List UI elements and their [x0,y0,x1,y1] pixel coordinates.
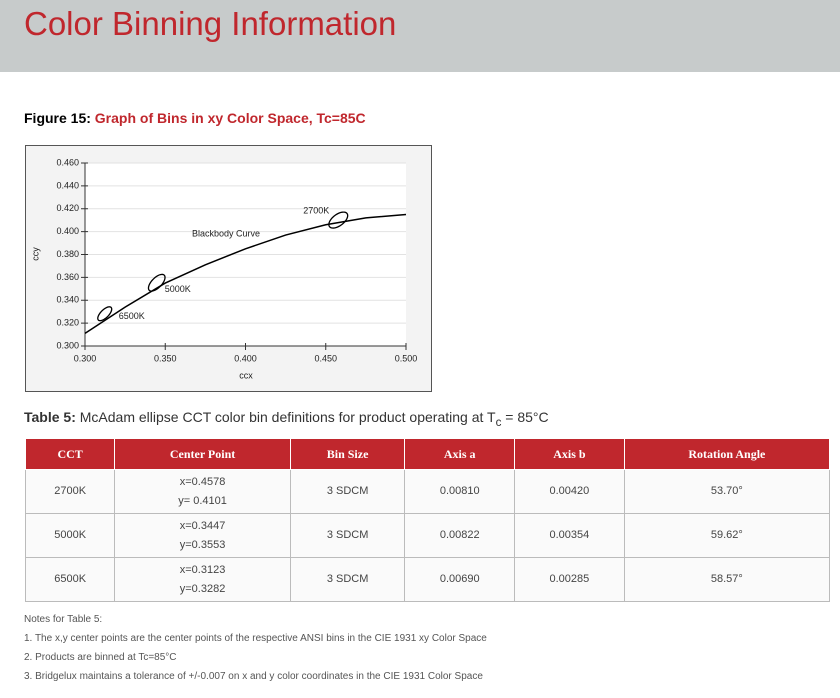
column-header: Rotation Angle [623,438,831,470]
y-tick-label: 0.320 [56,318,79,328]
table-cell: 0.00354 [514,513,625,558]
bin-ellipse [147,273,166,292]
column-header: CCT [24,438,116,470]
column-header: Bin Size [289,438,406,470]
cell-line: x=0.3447 [179,519,226,532]
y-tick-label: 0.360 [56,272,79,282]
cell-line: y=0.3282 [179,582,226,595]
column-header: Center Point [114,438,291,470]
table-cell: 0.00285 [514,557,625,602]
x-tick-label: 0.450 [314,353,337,363]
table-cell: 3 SDCM [289,557,406,602]
curve-label: Blackbody Curve [192,228,260,238]
table-cell: 2700K [24,469,116,514]
x-tick-label: 0.300 [74,353,97,363]
bin-label: 5000K [165,284,191,294]
chart: ccx ccy 0.300 0.320 0.340 0.360 0.380 0.400 0.… [25,145,432,392]
y-axis-label: ccy [30,247,40,261]
x-tick-label: 0.400 [234,353,257,363]
table-cell: 58.57° [623,557,831,602]
y-tick-label: 0.380 [56,249,79,259]
notes-title: Notes for Table 5: [24,614,103,625]
table-title-suffix: = 85°C [501,409,549,425]
bin-ellipse [97,306,113,322]
note-item: 3. Bridgelux maintains a tolerance of +/… [24,671,483,682]
y-tick-label: 0.440 [56,180,79,190]
table-cell: x=0.3123 y=0.3282 [114,557,291,602]
table-title-subscript: c [495,415,502,429]
y-tick-label: 0.400 [56,226,79,236]
table-cell: 6500K [24,557,116,602]
table-label: Table 5: [24,409,76,425]
y-tick-label: 0.420 [56,203,79,213]
table-title-text: McAdam ellipse CCT color bin definitions… [79,409,496,425]
table-title: Table 5: McAdam ellipse CCT color bin de… [24,409,549,429]
table-cell: 59.62° [623,513,831,558]
bin-label: 6500K [119,311,145,321]
notes: Notes for Table 5: 1. The x,y center poin… [24,610,487,686]
bin-ellipse [328,211,349,229]
column-header: Axis b [514,438,625,470]
page-title: Color Binning Information [24,5,397,42]
table-cell: 3 SDCM [289,513,406,558]
table-cell: 0.00690 [404,557,516,602]
note-item: 1. The x,y center points are the center … [24,633,487,644]
table-cell: 3 SDCM [289,469,406,514]
table-cell: x=0.4578 y= 0.4101 [114,469,291,514]
blackbody-curve [84,213,407,335]
table-cell: 0.00420 [514,469,625,514]
y-tick-label: 0.300 [56,340,79,350]
x-axis-label: ccx [239,370,253,380]
cell-line: x=0.4578 [179,475,226,488]
header: Color Binning Information [0,0,840,72]
bin-table: CCT Center Point Bin Size Axis a Axis b Rotat… [24,438,831,602]
figure-label: Figure 15: [24,110,91,126]
figure-caption: Figure 15: Graph of Bins in xy Color Spa… [24,110,366,126]
y-tick-label: 0.460 [56,157,79,167]
table-row: 6500K x=0.3123 y=0.3282 3 SDCM 0.00690 0.0028… [24,557,831,602]
y-tick-label: 0.340 [56,295,79,305]
cell-line: x=0.3123 [179,563,226,576]
table-cell: 0.00822 [404,513,516,558]
header-row: CCT Center Point Bin Size Axis a Axis b Rotat… [24,438,831,470]
cell-line: y=0.3553 [179,538,226,551]
table-row: 2700K x=0.4578 y= 0.4101 3 SDCM 0.00810 0.004… [24,469,831,514]
column-header: Axis a [404,438,516,470]
figure-text: Graph of Bins in xy Color Space, Tc=85C [94,110,366,126]
cell-line: y= 0.4101 [178,494,227,507]
table-row: 5000K x=0.3447 y=0.3553 3 SDCM 0.00822 0.0035… [24,513,831,558]
table-cell: 5000K [24,513,116,558]
table-cell: 0.00810 [404,469,516,514]
bin-label: 2700K [303,205,329,215]
table-cell: 53.70° [623,469,831,514]
x-tick-label: 0.500 [395,353,418,363]
x-tick-label: 0.350 [154,353,177,363]
note-item: 2. Products are binned at Tc=85°C [24,652,177,663]
table-cell: x=0.3447 y=0.3553 [114,513,291,558]
